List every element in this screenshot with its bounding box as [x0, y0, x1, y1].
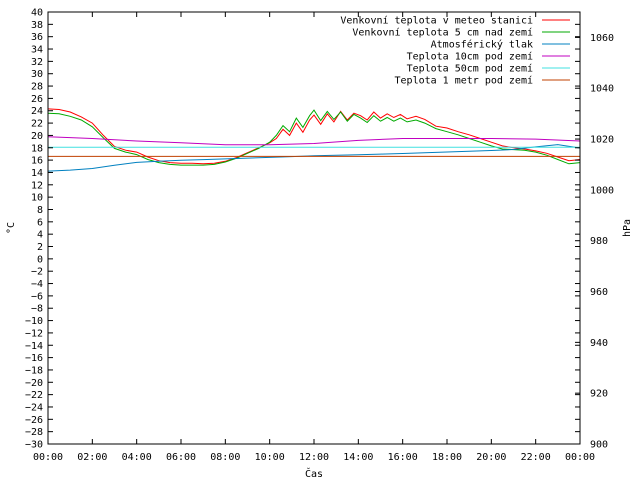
legend: Venkovní teplota v meteo staniciVenkovní…: [340, 15, 570, 87]
legend-label: Teplota 50cm pod zemí: [407, 63, 533, 75]
left-tick-label: 20: [31, 131, 43, 142]
legend-label: Venkovní teplota 5 cm nad zemí: [352, 27, 533, 39]
left-tick-label: −18: [25, 365, 43, 376]
left-tick-label: 28: [31, 82, 43, 93]
legend-label: Atmosférický tlak: [431, 39, 533, 51]
left-tick-label: −12: [25, 328, 43, 339]
left-tick-label: 36: [31, 32, 43, 43]
left-tick-label: −20: [25, 378, 43, 389]
left-tick-label: −22: [25, 390, 43, 401]
right-tick-label: 1000: [590, 185, 614, 196]
left-tick-label: 30: [31, 69, 43, 80]
x-tick-label: 14:00: [343, 452, 373, 463]
x-tick-label: 16:00: [388, 452, 418, 463]
left-tick-label: 38: [31, 20, 43, 31]
left-tick-label: −4: [31, 279, 43, 290]
left-tick-label: 34: [31, 45, 43, 56]
right-tick-label: 900: [590, 440, 608, 451]
left-tick-label: 14: [31, 168, 43, 179]
left-tick-label: −30: [25, 440, 43, 451]
left-axis-ticks: −30−28−26−24−22−20−18−16−14−12−10−8−6−4−…: [25, 8, 580, 451]
series-line-3: [47, 144, 581, 172]
x-tick-label: 00:00: [565, 452, 595, 463]
series-layer: [47, 108, 581, 172]
left-tick-label: 40: [31, 8, 43, 19]
x-tick-label: 18:00: [432, 452, 462, 463]
left-tick-label: 4: [37, 230, 43, 241]
left-tick-label: −26: [25, 415, 43, 426]
left-tick-label: −10: [25, 316, 43, 327]
y2-axis-label: hPa: [622, 219, 633, 237]
x-tick-label: 08:00: [210, 452, 240, 463]
right-tick-label: 1040: [590, 84, 614, 95]
left-tick-label: −8: [31, 304, 43, 315]
x-tick-label: 20:00: [476, 452, 506, 463]
right-tick-label: 980: [590, 236, 608, 247]
left-tick-label: 32: [31, 57, 43, 68]
left-tick-label: 0: [37, 254, 43, 265]
x-tick-label: 06:00: [166, 452, 196, 463]
right-tick-label: 920: [590, 389, 608, 400]
x-tick-label: 04:00: [122, 452, 152, 463]
right-tick-label: 1020: [590, 135, 614, 146]
left-tick-label: 16: [31, 156, 43, 167]
legend-label: Teplota 10cm pod zemí: [407, 51, 533, 63]
left-tick-label: −16: [25, 353, 43, 364]
left-tick-label: 24: [31, 106, 43, 117]
left-tick-label: −28: [25, 427, 43, 438]
left-tick-label: 18: [31, 143, 43, 154]
series-line-1: [47, 108, 581, 165]
left-tick-label: 12: [31, 180, 43, 191]
left-tick-label: 10: [31, 193, 43, 204]
x-tick-label: 22:00: [521, 452, 551, 463]
x-axis-ticks: 00:00 02:00 04:00 06:00 08:00 10:00 12:00 14:00…: [33, 12, 595, 463]
x-tick-label: 12:00: [299, 452, 329, 463]
legend-label: Teplota 1 metr pod zemí: [395, 75, 533, 87]
left-tick-label: 2: [37, 242, 43, 253]
right-axis-ticks: 900 920 940 960 980 1000 1020 1040 1060: [575, 33, 614, 451]
x-tick-label: 02:00: [77, 452, 107, 463]
x-tick-label: 10:00: [255, 452, 285, 463]
x-axis-label: Čas: [305, 467, 323, 480]
right-tick-label: 1060: [590, 33, 614, 44]
right-tick-label: 960: [590, 287, 608, 298]
x-tick-label: 00:00: [33, 452, 63, 463]
left-tick-label: −2: [31, 267, 43, 278]
series-line-4: [47, 136, 581, 146]
right-tick-label: 940: [590, 338, 608, 349]
left-tick-label: 8: [37, 205, 43, 216]
left-tick-label: −14: [25, 341, 43, 352]
legend-label: Venkovní teplota v meteo stanici: [340, 15, 533, 27]
y-axis-label: °C: [6, 222, 17, 234]
left-tick-label: −6: [31, 291, 43, 302]
left-tick-label: 22: [31, 119, 43, 130]
left-tick-label: 26: [31, 94, 43, 105]
left-tick-label: −24: [25, 402, 43, 413]
left-tick-label: 6: [37, 217, 43, 228]
